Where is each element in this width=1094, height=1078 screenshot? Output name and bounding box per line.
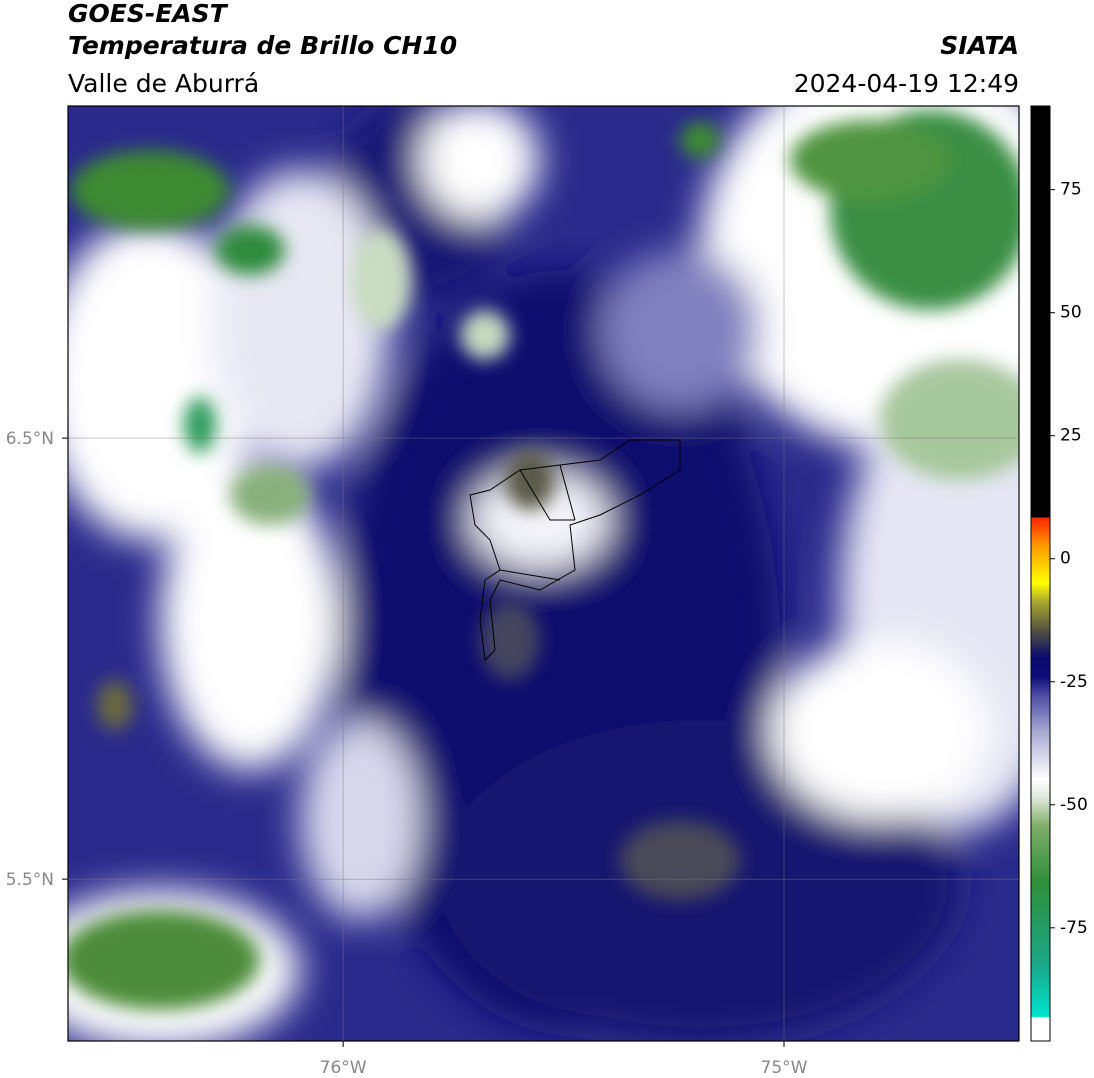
map-frame [67,105,1020,1042]
colorbar-label: 0 [1060,549,1071,569]
colorbar-label: -75 [1060,918,1088,938]
lon-label: 76°W [320,1058,367,1078]
region: Valle de Aburrá [68,69,259,98]
colorbar-label: 50 [1060,303,1082,323]
colorbar-label: -50 [1060,795,1088,815]
colorbar-label: 75 [1060,180,1082,200]
title: GOES-EAST [68,0,229,28]
source: SIATA [940,31,1019,60]
subtitle: Temperatura de Brillo CH10 [68,31,457,60]
lon-label: 75°W [761,1058,808,1078]
colorbar [1030,105,1051,1042]
lat-label: 5.5°N [6,870,54,890]
satellite-image [68,106,1019,1041]
municipal-boundaries [469,439,681,662]
timestamp: 2024-04-19 12:49 [794,69,1019,98]
lat-label: 6.5°N [6,429,54,449]
colorbar-label: 25 [1060,426,1082,446]
colorbar-label: -25 [1060,672,1088,692]
